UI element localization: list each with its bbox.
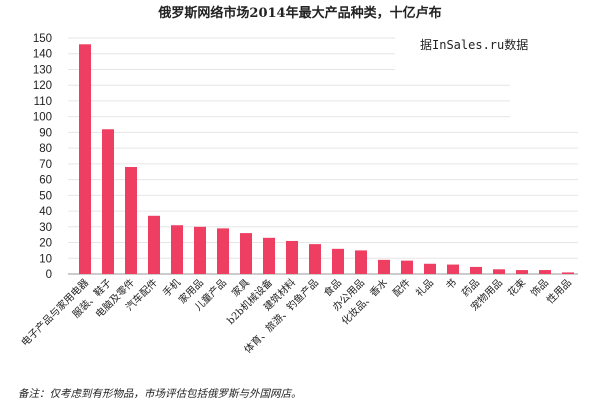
bar [79, 44, 91, 274]
bar [148, 215, 160, 274]
y-tick-label: 150 [33, 33, 52, 45]
bar [125, 167, 137, 274]
y-tick-label: 80 [39, 143, 52, 155]
y-tick-label: 10 [39, 253, 52, 265]
bar [309, 244, 321, 274]
bar [401, 260, 413, 274]
bar [378, 259, 390, 274]
footnote: 备注：仅考虑到有形物品，市场评估包括俄罗斯与外国网店。 [18, 388, 302, 400]
bar [562, 272, 574, 274]
y-tick-label: 140 [33, 49, 52, 61]
bar [447, 264, 459, 274]
y-axis-ticks: 0 10 20 30 40 50 60 70 80 90 100 110 120 130 140 150 [33, 33, 52, 281]
y-tick-label: 110 [34, 96, 52, 108]
bar [355, 250, 367, 274]
y-tick-label: 20 [39, 238, 52, 250]
y-tick-label: 60 [39, 175, 52, 187]
bar [240, 233, 252, 274]
bar [332, 248, 344, 274]
bar [539, 270, 551, 274]
y-tick-label: 40 [39, 206, 52, 218]
bar [263, 237, 275, 274]
bar [217, 228, 229, 274]
bar [493, 269, 505, 274]
y-tick-label: 50 [39, 190, 52, 202]
bar [286, 240, 298, 274]
bar [516, 270, 528, 274]
y-tick-label: 70 [39, 159, 52, 171]
y-tick-label: 120 [33, 80, 52, 92]
y-tick-label: 30 [39, 222, 52, 234]
y-tick-label: 130 [33, 64, 52, 76]
bars [79, 44, 574, 274]
y-tick-label: 100 [33, 112, 52, 124]
bar [102, 129, 114, 274]
chart-title: 俄罗斯网络市场2014年最大产品种类，十亿卢布 [157, 5, 441, 21]
bar [194, 226, 206, 274]
y-tick-label: 90 [39, 127, 52, 139]
bar [171, 225, 183, 274]
bar [470, 266, 482, 274]
bar [424, 263, 436, 274]
y-tick-label: 0 [46, 269, 52, 281]
data-source-label: 据InSales.ru数据 [420, 37, 528, 52]
